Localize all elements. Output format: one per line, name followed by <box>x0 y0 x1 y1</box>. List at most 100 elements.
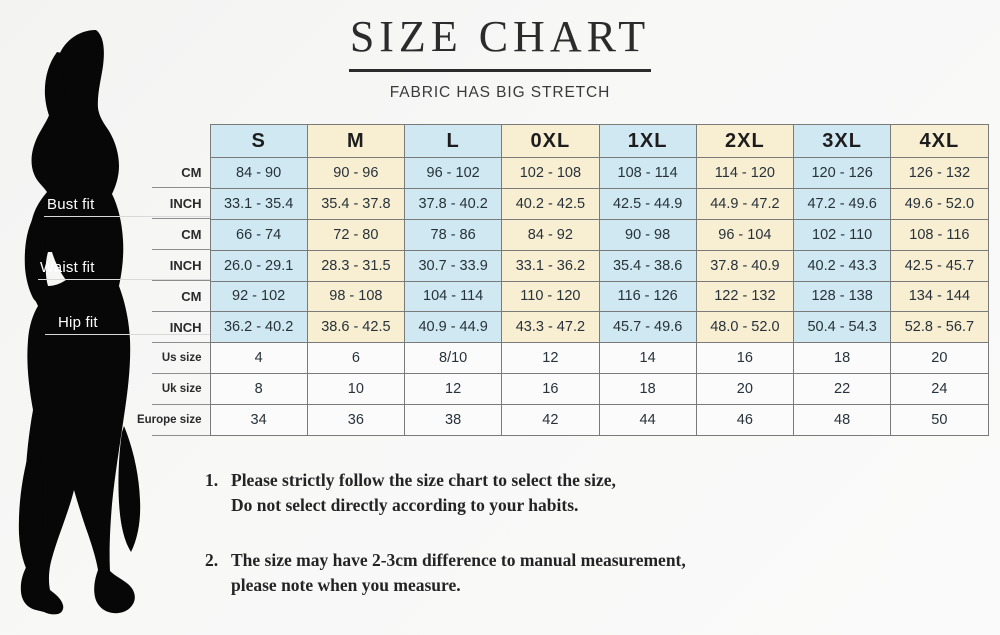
size-chart-table: S M L 0XL 1XL 2XL 3XL 4XL CM 84 - 90 90 - 96 96 - 1… <box>130 123 989 436</box>
column-header-4xl: 4XL <box>890 123 989 159</box>
note-line-1: Please strictly follow the size chart to… <box>231 470 616 490</box>
table-cell: 50.4 - 54.3 <box>792 311 892 344</box>
table-cell: 30.7 - 33.9 <box>403 249 503 282</box>
table-cell: 16 <box>695 342 795 375</box>
table-cell: 126 - 132 <box>890 157 989 189</box>
table-cell: 33.1 - 36.2 <box>501 249 600 282</box>
table-cell: 46 <box>695 404 795 436</box>
table-cell: 12 <box>501 342 600 375</box>
size-chart-table-wrapper: S M L 0XL 1XL 2XL 3XL 4XL CM 84 - 90 90 - 96 96 - 1… <box>130 123 989 436</box>
table-corner-cell <box>130 124 211 158</box>
table-row: Uk size 8 10 12 16 18 20 22 24 <box>130 373 989 406</box>
note-body: The size may have 2-3cm difference to ma… <box>231 548 925 598</box>
table-cell: 98 - 108 <box>306 280 406 313</box>
note-line-2: Do not select directly according to your… <box>231 494 579 515</box>
row-label-cm: CM <box>130 281 211 312</box>
table-row: Us size 4 6 8/10 12 14 16 18 20 <box>130 342 989 375</box>
notes-block: 1. Please strictly follow the size chart… <box>205 468 925 597</box>
note-number: 1. <box>205 470 219 490</box>
table-cell: 22 <box>792 373 892 406</box>
table-cell: 104 - 114 <box>403 280 503 313</box>
table-cell: 6 <box>306 342 406 375</box>
table-cell: 84 - 90 <box>209 157 308 189</box>
table-cell: 90 - 96 <box>306 157 406 189</box>
hip-fit-rule <box>45 334 212 336</box>
note-item: 2. The size may have 2-3cm difference to… <box>205 548 925 598</box>
column-header-0xl: 0XL <box>501 123 600 159</box>
table-cell: 8/10 <box>403 342 503 375</box>
table-cell: 28.3 - 31.5 <box>306 249 406 282</box>
table-row: INCH 26.0 - 29.1 28.3 - 31.5 30.7 - 33.9 33.… <box>130 249 989 282</box>
table-cell: 24 <box>890 373 989 406</box>
row-label-europe-size: Europe size <box>130 404 211 436</box>
table-cell: 134 - 144 <box>890 280 989 313</box>
table-cell: 114 - 120 <box>695 157 795 189</box>
table-cell: 48.0 - 52.0 <box>695 311 795 344</box>
table-cell: 47.2 - 49.6 <box>792 187 892 220</box>
row-label-inch: INCH <box>130 250 211 282</box>
title-underline <box>349 69 651 73</box>
table-cell: 108 - 114 <box>598 157 697 189</box>
waist-fit-rule <box>38 279 212 281</box>
table-cell: 18 <box>792 342 892 375</box>
table-cell: 110 - 120 <box>501 280 600 313</box>
table-row: CM 92 - 102 98 - 108 104 - 114 110 - 120 116 … <box>130 280 989 313</box>
row-label-inch: INCH <box>130 311 211 343</box>
note-body: Please strictly follow the size chart to… <box>231 468 925 518</box>
table-cell: 40.9 - 44.9 <box>403 311 503 344</box>
page-title: SIZE CHART <box>349 12 651 61</box>
table-cell: 16 <box>501 373 600 406</box>
table-cell: 37.8 - 40.2 <box>403 187 503 220</box>
table-row: INCH 33.1 - 35.4 35.4 - 37.8 37.8 - 40.2 40.… <box>130 187 989 220</box>
row-label-inch: INCH <box>130 188 211 220</box>
table-cell: 45.7 - 49.6 <box>598 311 697 344</box>
bust-fit-label: Bust fit <box>47 196 95 213</box>
table-row: Europe size 34 36 38 42 44 46 48 50 <box>130 404 989 436</box>
table-row: INCH 36.2 - 40.2 38.6 - 42.5 40.9 - 44.9 43.… <box>130 311 989 344</box>
table-cell: 90 - 98 <box>598 218 697 251</box>
table-cell: 42.5 - 45.7 <box>890 249 989 282</box>
table-cell: 35.4 - 37.8 <box>306 187 406 220</box>
table-cell: 122 - 132 <box>695 280 795 313</box>
column-header-s: S <box>209 123 308 159</box>
column-header-m: M <box>306 123 406 159</box>
column-header-l: L <box>403 123 503 159</box>
table-cell: 72 - 80 <box>306 218 406 251</box>
table-cell: 102 - 108 <box>501 157 600 189</box>
table-cell: 42.5 - 44.9 <box>598 187 697 220</box>
table-cell: 33.1 - 35.4 <box>209 187 308 220</box>
note-line-1: The size may have 2-3cm difference to ma… <box>231 549 686 570</box>
table-cell: 14 <box>598 342 697 375</box>
table-cell: 40.2 - 42.5 <box>501 187 600 220</box>
table-cell: 49.6 - 52.0 <box>890 187 989 220</box>
row-label-cm: CM <box>130 219 211 251</box>
table-row: CM 66 - 74 72 - 80 78 - 86 84 - 92 90 - 98 96 … <box>130 218 989 251</box>
table-cell: 96 - 104 <box>695 218 795 251</box>
table-cell: 18 <box>598 373 697 406</box>
table-cell: 52.8 - 56.7 <box>890 311 989 344</box>
row-label-cm: CM <box>130 157 211 189</box>
table-cell: 78 - 86 <box>403 218 503 251</box>
table-cell: 108 - 116 <box>890 218 989 251</box>
hip-fit-label: Hip fit <box>58 314 98 331</box>
table-cell: 44 <box>598 404 697 436</box>
page-subtitle: FABRIC HAS BIG STRETCH <box>389 84 611 102</box>
table-cell: 43.3 - 47.2 <box>501 311 600 344</box>
table-cell: 37.8 - 40.9 <box>695 249 795 282</box>
row-label-uk-size: Uk size <box>130 373 211 405</box>
table-cell: 128 - 138 <box>792 280 892 313</box>
table-cell: 44.9 - 47.2 <box>695 187 795 220</box>
table-cell: 34 <box>209 404 308 436</box>
table-cell: 8 <box>209 373 308 406</box>
column-header-1xl: 1XL <box>598 123 697 159</box>
table-cell: 42 <box>501 404 600 436</box>
table-cell: 84 - 92 <box>501 218 600 251</box>
column-header-3xl: 3XL <box>792 123 892 159</box>
table-cell: 50 <box>890 404 989 436</box>
table-cell: 26.0 - 29.1 <box>209 249 308 282</box>
table-cell: 116 - 126 <box>598 280 697 313</box>
title-block: SIZE CHART FABRIC HAS BIG STRETCH <box>0 12 1000 102</box>
table-cell: 48 <box>792 404 892 436</box>
table-cell: 36 <box>306 404 406 436</box>
